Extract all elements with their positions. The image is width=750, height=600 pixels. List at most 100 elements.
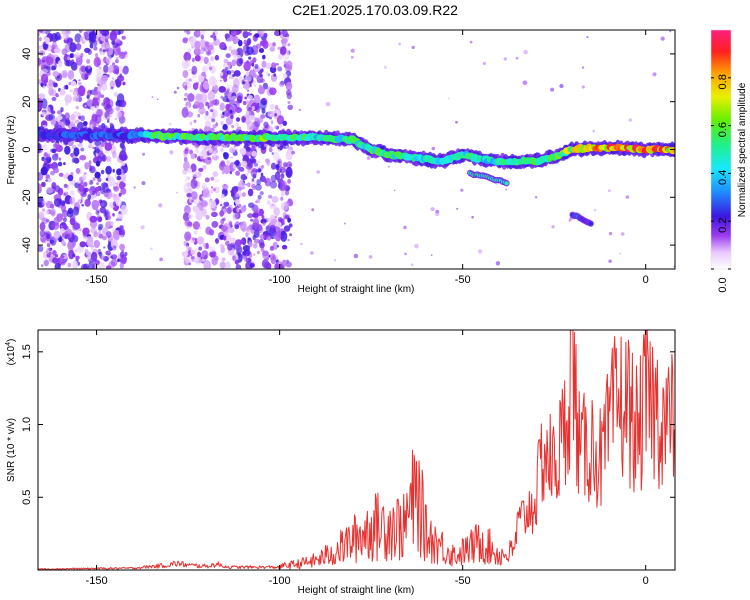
noise-blob	[285, 65, 292, 72]
noise-blob	[184, 148, 189, 152]
noise-blob	[120, 173, 127, 182]
noise-blob	[60, 260, 66, 266]
noise-blob	[285, 81, 293, 91]
noise-blob	[69, 217, 76, 226]
spectrogram-y-label: Frequency (Hz)	[6, 116, 17, 185]
noise-blob	[257, 250, 260, 255]
noise-blob	[246, 183, 250, 187]
noise-blob	[58, 172, 64, 177]
noise-blob	[199, 49, 204, 55]
noise-blob	[200, 30, 206, 35]
noise-blob	[99, 30, 106, 35]
noise-blob	[82, 174, 87, 181]
noise-blob	[226, 207, 232, 214]
noise-blob	[223, 235, 227, 241]
noise-blob	[72, 260, 78, 269]
noise-blob	[495, 261, 501, 266]
noise-blob	[280, 230, 288, 242]
noise-blob	[669, 30, 672, 33]
noise-blob	[215, 122, 218, 127]
noise-blob	[251, 178, 255, 182]
noise-blob	[248, 107, 251, 111]
noise-blob	[220, 193, 225, 199]
noise-blob	[247, 213, 254, 219]
noise-blob	[259, 30, 266, 34]
noise-blob	[119, 99, 127, 108]
noise-blob	[250, 169, 257, 178]
noise-blob	[56, 213, 64, 222]
noise-blob	[283, 162, 288, 168]
noise-blob	[276, 110, 280, 115]
noise-blob	[41, 208, 46, 212]
noise-blob	[210, 56, 214, 62]
noise-blob	[261, 165, 264, 169]
noise-blob	[96, 191, 101, 197]
noise-blob	[96, 77, 101, 83]
noise-blob	[242, 30, 249, 39]
noise-blob	[414, 243, 419, 249]
noise-blob	[112, 201, 116, 206]
noise-blob	[67, 207, 74, 215]
noise-blob	[209, 75, 217, 87]
noise-blob	[81, 204, 84, 207]
noise-blob	[277, 216, 283, 223]
noise-blob	[477, 249, 483, 254]
noise-blob	[118, 30, 124, 35]
noise-blob	[430, 254, 433, 256]
noise-blob	[333, 259, 337, 262]
noise-blob	[284, 189, 290, 196]
noise-blob	[63, 85, 67, 90]
noise-blob	[95, 186, 100, 192]
noise-blob	[460, 188, 464, 192]
noise-blob	[69, 53, 74, 59]
noise-blob	[435, 212, 439, 217]
noise-blob	[207, 62, 211, 67]
noise-blob	[120, 162, 126, 166]
noise-blob	[89, 179, 94, 185]
noise-blob	[69, 190, 75, 196]
y-tick-label: 0	[21, 146, 33, 152]
noise-blob	[63, 183, 68, 188]
noise-blob	[203, 260, 211, 269]
noise-blob	[85, 254, 88, 258]
noise-blob	[259, 191, 264, 196]
noise-blob	[619, 252, 622, 255]
noise-blob	[272, 151, 280, 161]
noise-blob	[244, 176, 248, 180]
branch-core	[588, 221, 593, 226]
x-tick-label: -100	[269, 575, 291, 587]
noise-blob	[211, 220, 219, 228]
noise-blob	[241, 192, 246, 197]
noise-blob	[254, 84, 257, 87]
noise-blob	[93, 86, 99, 91]
noise-blob	[212, 32, 216, 36]
noise-blob	[124, 252, 128, 256]
noise-blob	[212, 151, 217, 158]
noise-blob	[185, 245, 189, 248]
noise-blob	[581, 85, 585, 89]
noise-blob	[96, 40, 100, 44]
noise-blob	[248, 241, 253, 248]
noise-blob	[150, 247, 153, 251]
noise-blob	[86, 59, 91, 64]
noise-blob	[100, 35, 107, 42]
noise-blob	[253, 253, 256, 256]
noise-blob	[105, 55, 112, 64]
noise-blob	[187, 254, 191, 257]
noise-blob	[247, 188, 254, 197]
noise-blob	[187, 190, 191, 194]
noise-blob	[44, 79, 48, 83]
noise-blob	[237, 186, 242, 191]
noise-blob	[274, 263, 280, 269]
noise-blob	[200, 34, 204, 40]
x-tick-label: -150	[86, 575, 108, 587]
noise-blob	[105, 250, 111, 256]
noise-blob	[90, 124, 94, 127]
noise-blob	[60, 107, 64, 113]
y-tick-label: 20	[21, 96, 33, 108]
noise-blob	[90, 105, 96, 111]
noise-blob	[271, 62, 277, 69]
noise-blob	[262, 54, 266, 60]
noise-blob	[287, 104, 294, 111]
